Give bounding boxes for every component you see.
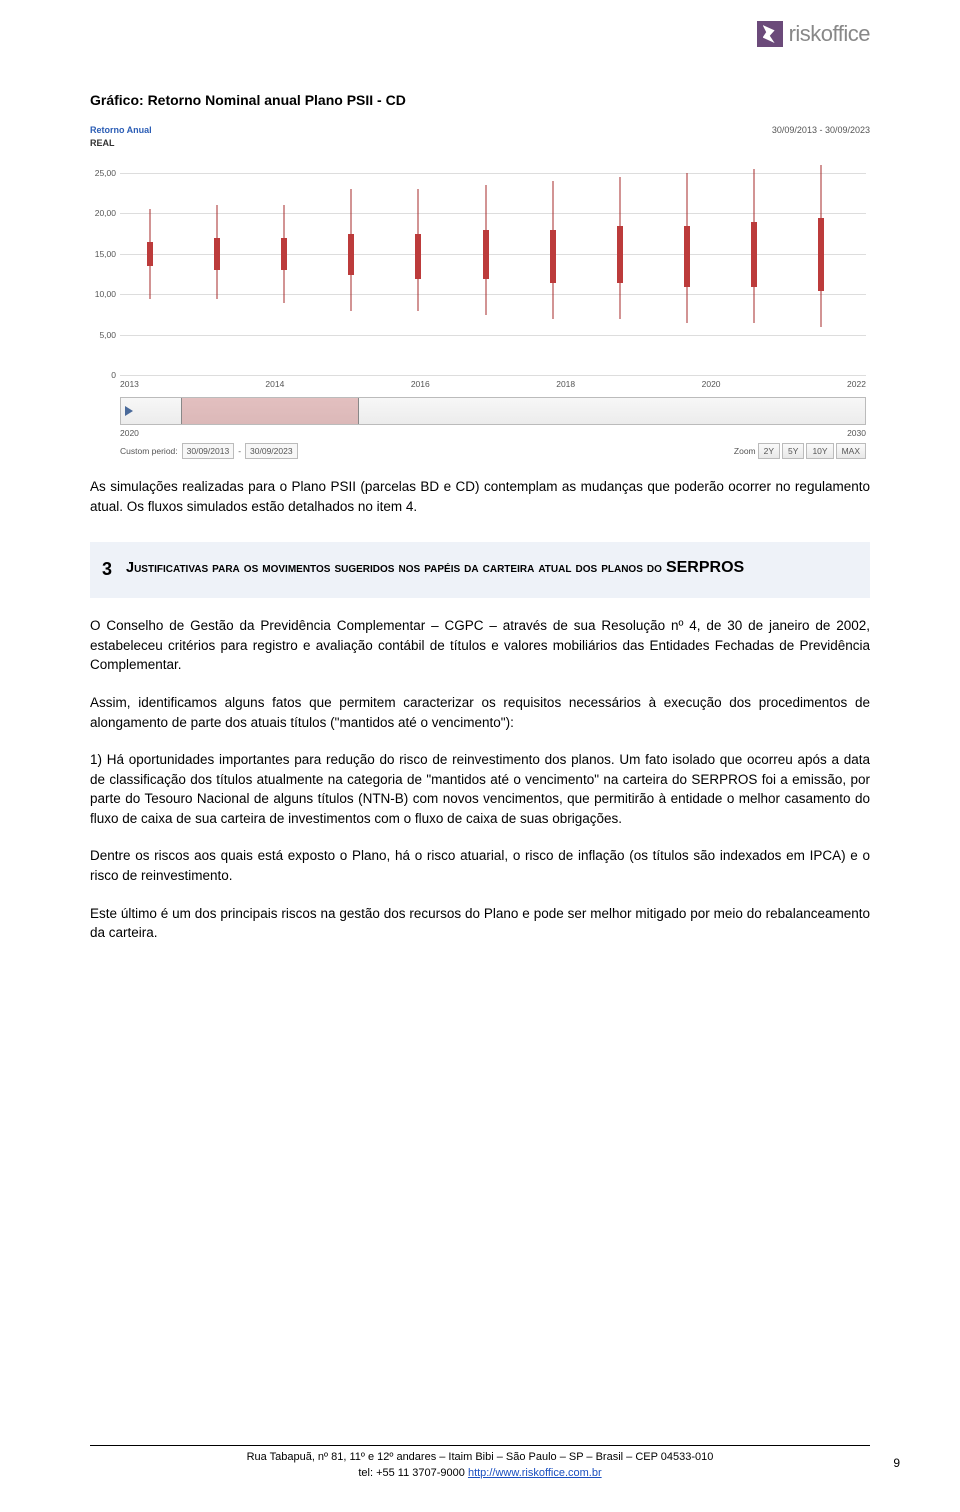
play-icon[interactable] [125,406,133,416]
paragraph-3: Assim, identificamos alguns fatos que pe… [90,693,870,732]
paragraph-6: Este último é um dos principais riscos n… [90,904,870,943]
chart-candle [147,156,153,375]
zoom-label: Zoom [734,445,756,457]
x-tick-label: 2020 [702,378,721,390]
y-tick-label: 5,00 [99,329,116,341]
x-tick-label: 2016 [411,378,430,390]
zoom-button-5y[interactable]: 5Y [782,443,804,459]
x-tick-label: 2022 [847,378,866,390]
y-tick-label: 20,00 [95,207,116,219]
chart-series-label: Retorno Anual [90,124,152,137]
section-3-heading: 3 Justificativas para os movimentos suge… [90,542,870,598]
chart-candle [483,156,489,375]
zoom-button-max[interactable]: MAX [836,443,866,459]
chart-plot-area: 05,0010,0015,0020,0025,00 [120,156,866,376]
paragraph-5: Dentre os riscos aos quais está exposto … [90,846,870,885]
custom-period-label: Custom period: [120,445,178,457]
footer-tel: tel: +55 11 3707-9000 [358,1467,468,1479]
footer-address: Rua Tabapuã, nº 81, 11º e 12º andares – … [90,1450,870,1466]
logo-icon [757,21,783,47]
y-tick-label: 0 [111,369,116,381]
x-tick-label: 2018 [556,378,575,390]
paragraph-2: O Conselho de Gestão da Previdência Comp… [90,616,870,675]
x-tick-label: 2014 [265,378,284,390]
chart-series-sub: REAL [90,137,870,150]
chart-candle [818,156,824,375]
date-from-input[interactable]: 30/09/2013 [182,443,235,459]
y-tick-label: 25,00 [95,166,116,178]
chart-candle [550,156,556,375]
section-number: 3 [102,556,112,584]
section-title-text: Justificativas para os movimentos sugeri… [126,560,666,576]
chart-x-axis: 2013 2014 2016 2018 2020 2022 [120,378,866,390]
chart-candle [214,156,220,375]
chart-controls: Custom period: 30/09/2013 - 30/09/2023 Z… [120,443,866,459]
brand-logo: riskoffice [757,18,870,50]
chart-candle [684,156,690,375]
chart-range-slider[interactable] [120,397,866,425]
y-tick-label: 15,00 [95,248,116,260]
zoom-button-2y[interactable]: 2Y [758,443,780,459]
zoom-button-10y[interactable]: 10Y [806,443,833,459]
mini-x-tick-label: 2030 [847,427,866,439]
page-footer: Rua Tabapuã, nº 81, 11º e 12º andares – … [90,1445,870,1482]
y-tick-label: 10,00 [95,288,116,300]
page-number: 9 [893,1455,900,1472]
paragraph-4: 1) Há oportunidades importantes para red… [90,750,870,828]
section-title-big: SERPROS [666,559,744,576]
footer-link[interactable]: http://www.riskoffice.com.br [468,1467,602,1479]
chart-candle [348,156,354,375]
chart-candle [751,156,757,375]
chart-mini-x-axis: 2020 2030 [120,427,866,439]
chart-candle [617,156,623,375]
date-to-input[interactable]: 30/09/2023 [245,443,298,459]
chart-candle [281,156,287,375]
x-tick-label: 2013 [120,378,139,390]
page-title: Gráfico: Retorno Nominal anual Plano PSI… [90,90,870,110]
logo-text: riskoffice [789,18,870,50]
chart-date-range: 30/09/2013 - 30/09/2023 [772,124,870,137]
mini-x-tick-label: 2020 [120,427,139,439]
chart-candle [415,156,421,375]
paragraph-1: As simulações realizadas para o Plano PS… [90,477,870,516]
chart-container: Retorno Anual 30/09/2013 - 30/09/2023 RE… [90,124,870,459]
